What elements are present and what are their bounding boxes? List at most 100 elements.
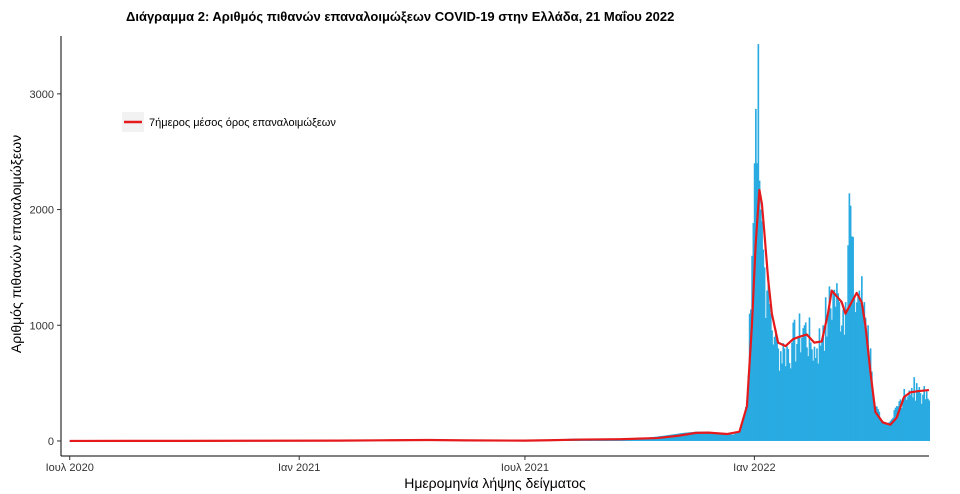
legend-label: 7ήμερος μέσος όρος επαναλοιμώξεων bbox=[149, 117, 336, 129]
daily-bar bbox=[750, 309, 752, 441]
daily-bar bbox=[928, 400, 931, 441]
daily-bar bbox=[746, 400, 748, 441]
daily-bar bbox=[884, 422, 887, 441]
daily-bar bbox=[779, 351, 782, 441]
daily-bar bbox=[887, 423, 889, 441]
daily-bar bbox=[869, 348, 872, 441]
daily-bar bbox=[885, 423, 888, 441]
daily-bar bbox=[912, 397, 914, 441]
daily-bar bbox=[828, 286, 831, 441]
daily-bar bbox=[895, 406, 898, 441]
daily-bar bbox=[806, 347, 808, 441]
daily-bar bbox=[918, 387, 921, 441]
daily-bar bbox=[927, 398, 929, 441]
daily-bar bbox=[687, 432, 690, 441]
daily-bar bbox=[794, 361, 797, 441]
daily-bar bbox=[925, 391, 928, 441]
daily-bar bbox=[798, 313, 801, 441]
daily-bar bbox=[781, 363, 783, 441]
daily-bar bbox=[717, 432, 720, 441]
daily-bar bbox=[903, 388, 906, 441]
daily-bar bbox=[827, 313, 830, 441]
daily-bar bbox=[753, 163, 756, 441]
daily-bar bbox=[883, 421, 886, 441]
daily-bar bbox=[831, 319, 833, 441]
daily-bar bbox=[725, 433, 727, 441]
daily-bar bbox=[703, 431, 706, 441]
daily-bar bbox=[771, 330, 773, 441]
daily-bar bbox=[758, 180, 761, 441]
daily-bar bbox=[868, 356, 871, 441]
axes-layer bbox=[60, 36, 929, 457]
daily-bar bbox=[728, 434, 731, 441]
daily-bar bbox=[692, 431, 695, 441]
daily-bar bbox=[897, 406, 899, 441]
daily-bar bbox=[809, 342, 812, 441]
daily-bar bbox=[778, 370, 781, 441]
daily-bar bbox=[832, 290, 834, 441]
daily-bar bbox=[767, 275, 770, 441]
x-tick-label: Ιουλ 2021 bbox=[501, 462, 549, 474]
daily-bar bbox=[807, 356, 810, 441]
daily-bar bbox=[839, 331, 842, 441]
daily-bar bbox=[763, 267, 766, 441]
daily-bar bbox=[894, 407, 897, 441]
daily-bar bbox=[702, 431, 705, 441]
daily-bar bbox=[784, 366, 787, 441]
daily-bar bbox=[693, 431, 696, 441]
daily-bar bbox=[890, 419, 893, 441]
ticks-layer: 0 1000 2000 3000 Ιουλ 2020 Ιαν 2021 Ιουλ 2021 Ι… bbox=[30, 89, 776, 474]
daily-bar bbox=[707, 431, 710, 441]
daily-bar bbox=[636, 438, 639, 441]
daily-bar bbox=[851, 236, 853, 441]
daily-bar bbox=[705, 431, 707, 441]
daily-bar bbox=[788, 363, 791, 441]
daily-bar bbox=[639, 438, 641, 441]
daily-bar bbox=[924, 399, 927, 441]
daily-bar bbox=[902, 398, 904, 441]
daily-bar bbox=[813, 346, 816, 441]
daily-bar bbox=[849, 205, 852, 441]
daily-bar bbox=[688, 432, 691, 441]
daily-bar bbox=[675, 433, 677, 441]
daily-bar bbox=[731, 434, 733, 441]
daily-bar bbox=[792, 322, 795, 441]
daily-bar bbox=[700, 431, 702, 441]
daily-bar bbox=[710, 431, 712, 441]
daily-bar bbox=[723, 433, 726, 441]
bars-layer bbox=[69, 44, 931, 442]
daily-bar bbox=[691, 432, 694, 441]
daily-bar bbox=[713, 432, 716, 441]
daily-bar bbox=[899, 399, 902, 441]
daily-bar bbox=[774, 329, 777, 441]
daily-bar bbox=[919, 393, 922, 441]
daily-bar bbox=[914, 400, 917, 441]
y-tick-label: 2000 bbox=[30, 205, 54, 217]
daily-bar bbox=[721, 433, 723, 441]
x-tick-label: Ιουλ 2020 bbox=[46, 462, 94, 474]
daily-bar bbox=[712, 432, 715, 441]
daily-bar bbox=[680, 433, 682, 441]
daily-bar bbox=[711, 432, 714, 441]
daily-bar bbox=[856, 302, 858, 441]
daily-bar bbox=[666, 435, 669, 441]
daily-bar bbox=[858, 290, 861, 441]
daily-bar bbox=[873, 401, 876, 441]
daily-bar bbox=[745, 407, 747, 441]
daily-bar bbox=[701, 431, 704, 441]
daily-bar bbox=[685, 432, 687, 441]
daily-bar bbox=[690, 432, 692, 441]
daily-bar bbox=[706, 431, 709, 441]
daily-bar bbox=[801, 337, 803, 441]
daily-bar bbox=[829, 308, 832, 441]
daily-bar bbox=[857, 296, 859, 441]
daily-bar bbox=[793, 319, 796, 441]
y-tick-label: 0 bbox=[48, 436, 54, 448]
daily-bar bbox=[818, 328, 821, 441]
daily-bar bbox=[812, 360, 815, 441]
daily-bar bbox=[866, 335, 868, 441]
daily-bar bbox=[834, 306, 837, 441]
daily-bar bbox=[848, 193, 851, 441]
daily-bar bbox=[732, 434, 735, 441]
